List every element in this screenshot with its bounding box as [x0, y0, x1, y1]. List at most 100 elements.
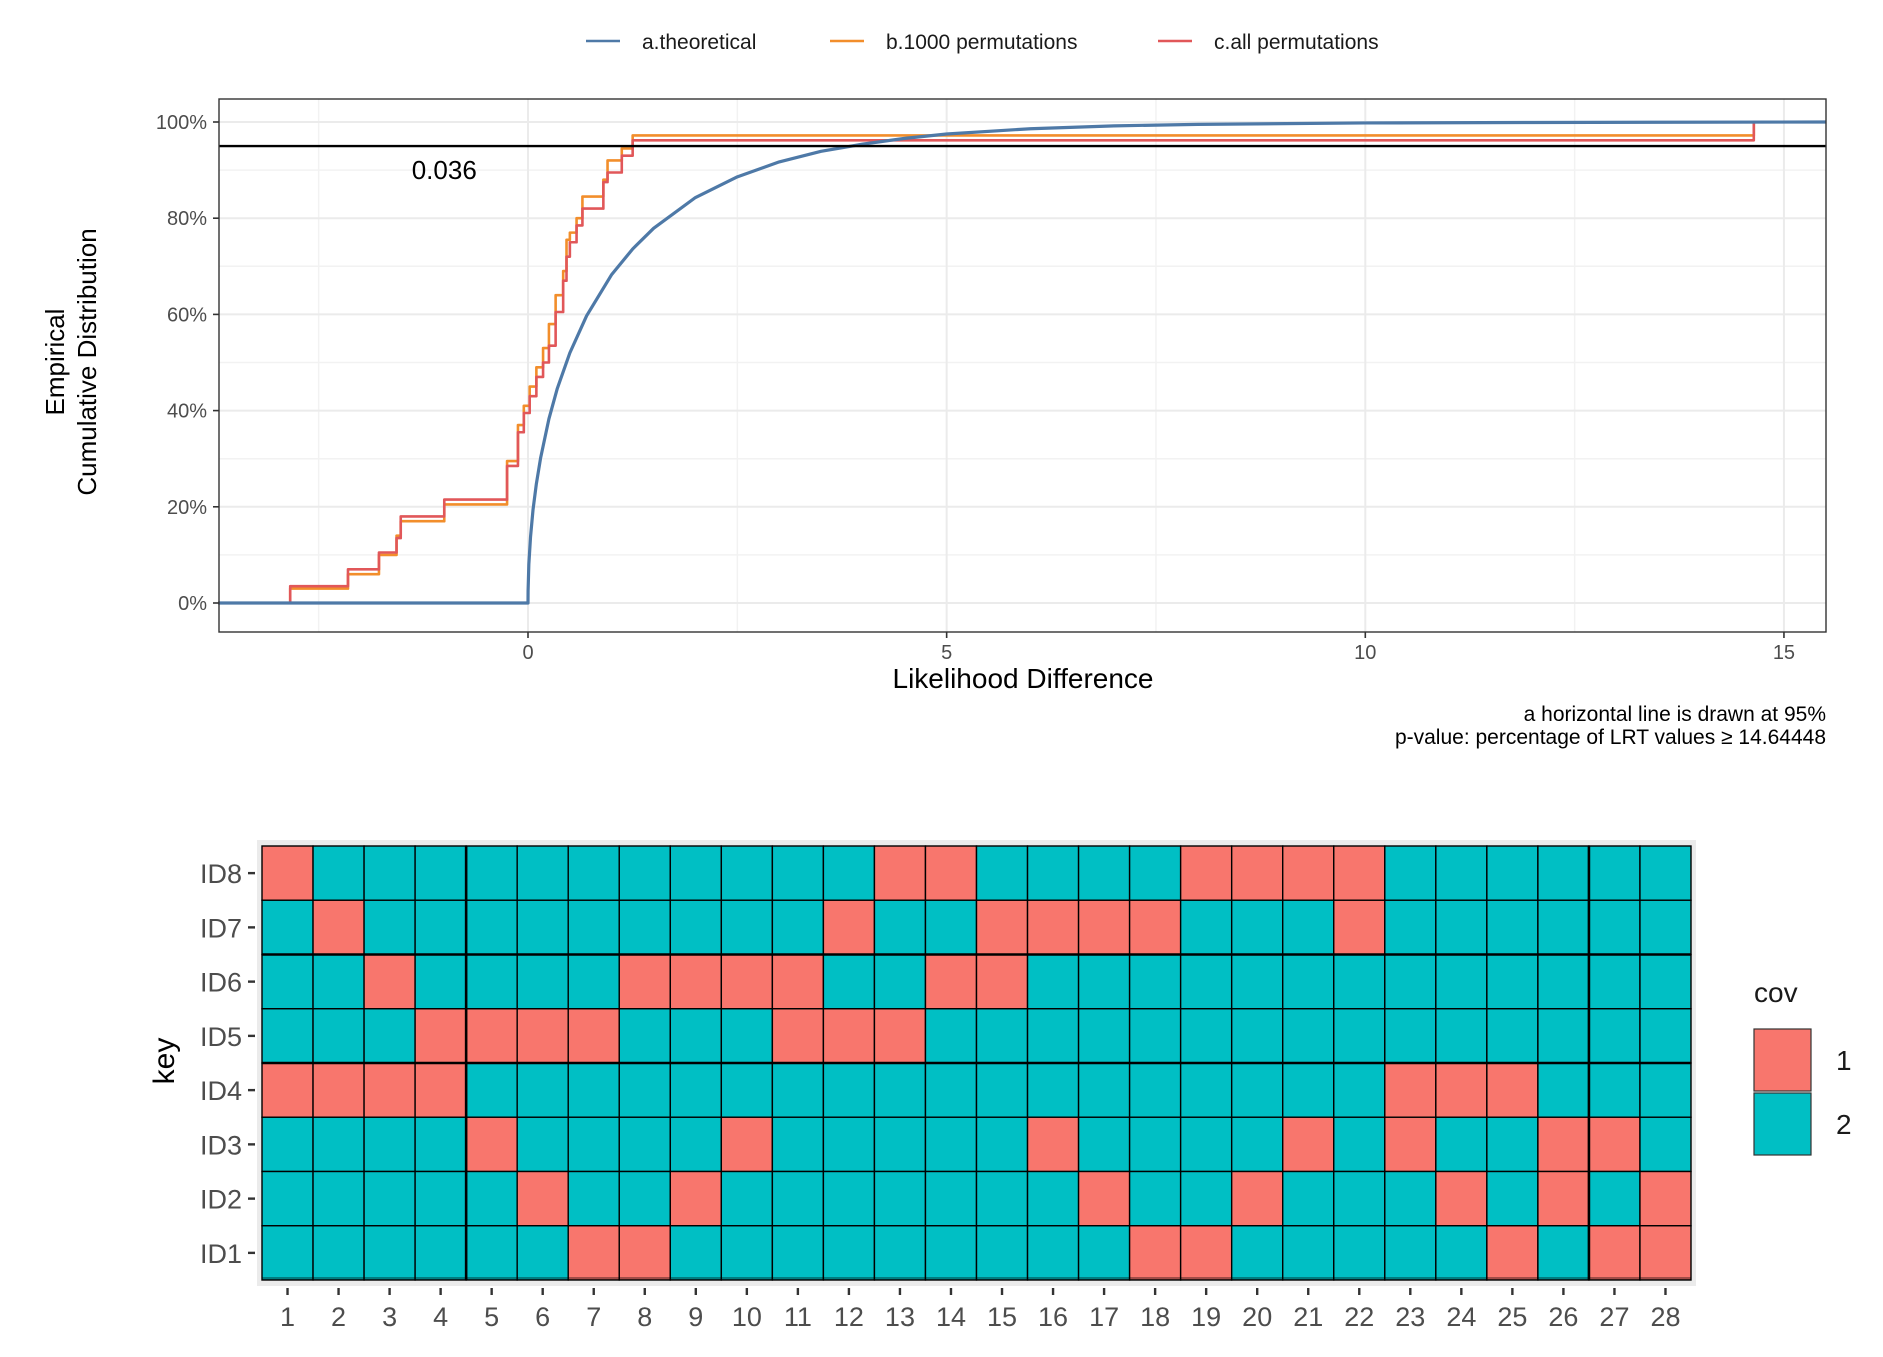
heatmap-cell-ID7-19 — [1179, 899, 1233, 956]
heatmap-cell-ID5-26 — [1537, 1008, 1590, 1064]
heatmap-cell-ID2-19 — [1179, 1170, 1233, 1227]
heatmap-cell-ID8-21 — [1282, 845, 1335, 901]
legend-swatch-2 — [1753, 1092, 1812, 1156]
heatmap-cell-ID6-1 — [261, 953, 314, 1010]
legend-title: cov — [1754, 977, 1798, 1008]
heatmap-cell-ID3-8 — [618, 1116, 671, 1173]
y-tick-label: ID6 — [200, 968, 242, 998]
heatmap-cell-ID7-18 — [1128, 899, 1182, 956]
heatmap-cell-ID5-27 — [1588, 1008, 1641, 1064]
heatmap-cell-ID5-10 — [720, 1008, 774, 1064]
heatmap-cell-ID4-21 — [1282, 1062, 1335, 1118]
x-axis-title: Likelihood Difference — [893, 663, 1154, 694]
ecdf-plot-panel: 0.036 — [218, 98, 1827, 633]
heatmap-cell-ID8-8 — [618, 845, 671, 901]
heatmap-cell-ID8-26 — [1537, 845, 1590, 901]
heatmap-cell-ID1-8 — [618, 1225, 671, 1281]
x-tick-label: 25 — [1497, 1302, 1527, 1332]
heatmap-cell-ID6-19 — [1179, 953, 1233, 1010]
heatmap-y-axis-title: key — [148, 1038, 181, 1085]
x-tick-label: 24 — [1446, 1302, 1476, 1332]
y-tick-label: ID7 — [200, 913, 242, 943]
heatmap-cell-ID1-27 — [1588, 1225, 1641, 1281]
legend-label-1: 1 — [1836, 1045, 1852, 1076]
x-tick-label: 20 — [1242, 1302, 1272, 1332]
heatmap-cell-ID4-11 — [771, 1062, 825, 1118]
heatmap-cell-ID8-20 — [1230, 845, 1284, 901]
heatmap-cell-ID2-9 — [669, 1170, 723, 1227]
heatmap-cell-ID1-4 — [414, 1225, 467, 1281]
heatmap-cell-ID6-11 — [771, 953, 825, 1010]
heatmap-cell-ID3-14 — [924, 1116, 978, 1173]
heatmap-cell-ID1-9 — [669, 1225, 723, 1281]
heatmap-cell-ID7-5 — [465, 899, 518, 956]
legend-label-2: 2 — [1836, 1109, 1852, 1140]
heatmap-cell-ID4-14 — [924, 1062, 978, 1118]
heatmap-cell-ID2-10 — [720, 1170, 774, 1227]
heatmap-cell-ID2-20 — [1230, 1170, 1284, 1227]
heatmap-cell-ID8-9 — [669, 845, 723, 901]
y-tick-label: 60% — [167, 304, 207, 326]
x-tick-label: 16 — [1038, 1302, 1068, 1332]
heatmap-cell-ID6-18 — [1128, 953, 1182, 1010]
heatmap-cell-ID7-20 — [1230, 899, 1284, 956]
heatmap-cell-ID6-10 — [720, 953, 774, 1010]
heatmap-cell-ID5-19 — [1179, 1008, 1233, 1064]
heatmap-cell-ID7-15 — [975, 899, 1029, 956]
y-tick-label: ID8 — [200, 859, 242, 889]
heatmap-cell-ID2-8 — [618, 1170, 671, 1227]
legend-item: c.all permutations — [1158, 31, 1379, 54]
heatmap-cell-ID6-8 — [618, 953, 671, 1010]
y-tick-label: ID4 — [200, 1076, 242, 1106]
caption-line-2: p-value: percentage of LRT values ≥ 14.6… — [1395, 726, 1826, 749]
legend-swatch-1 — [1753, 1028, 1812, 1092]
caption-line-1: a horizontal line is drawn at 95% — [1524, 703, 1826, 726]
heatmap-cell-ID2-3 — [363, 1170, 416, 1227]
heatmap-cell-ID7-6 — [516, 899, 569, 956]
heatmap-cell-ID5-3 — [363, 1008, 416, 1064]
x-tick-label: 0 — [522, 642, 533, 664]
heatmap-cell-ID8-28 — [1639, 845, 1692, 901]
x-tick-label: 6 — [535, 1302, 550, 1332]
heatmap-cell-ID5-4 — [414, 1008, 467, 1064]
heatmap-cell-ID3-25 — [1486, 1116, 1539, 1173]
x-tick-label: 27 — [1599, 1302, 1629, 1332]
heatmap-cell-ID1-20 — [1230, 1225, 1284, 1281]
y-axis-title-line-2: Cumulative Distribution — [72, 228, 102, 495]
heatmap-cell-ID3-26 — [1537, 1116, 1590, 1173]
heatmap-cell-ID3-2 — [312, 1116, 365, 1173]
x-tick-label: 15 — [987, 1302, 1017, 1332]
y-tick-label: 80% — [167, 208, 207, 230]
heatmap-cell-ID3-13 — [873, 1116, 927, 1173]
heatmap-cell-ID1-7 — [567, 1225, 620, 1281]
x-tick-label: 10 — [1354, 642, 1376, 664]
ecdf-chart: a.theoretical b.1000 permutations c.all pe… — [40, 31, 1827, 749]
heatmap-cell-ID5-24 — [1435, 1008, 1488, 1064]
heatmap-cell-ID2-6 — [516, 1170, 569, 1227]
heatmap-cell-ID1-10 — [720, 1225, 774, 1281]
x-tick-label: 1 — [280, 1302, 295, 1332]
heatmap-cell-ID8-7 — [567, 845, 620, 901]
heatmap-cell-ID4-26 — [1537, 1062, 1590, 1118]
heatmap-cell-ID3-9 — [669, 1116, 723, 1173]
heatmap-cell-ID6-17 — [1077, 953, 1131, 1010]
heatmap-cell-ID6-26 — [1537, 953, 1590, 1010]
heatmap-cell-ID6-21 — [1282, 953, 1335, 1010]
heatmap-cell-ID3-10 — [720, 1116, 774, 1173]
heatmap-cell-ID5-12 — [822, 1008, 876, 1064]
heatmap-cell-ID8-12 — [822, 845, 876, 901]
x-tick-label: 21 — [1293, 1302, 1323, 1332]
heatmap-cell-ID3-11 — [771, 1116, 825, 1173]
heatmap-cell-ID7-1 — [261, 899, 314, 956]
heatmap-cell-ID1-19 — [1179, 1225, 1233, 1281]
heatmap-cell-ID2-28 — [1639, 1170, 1692, 1227]
heatmap-cell-ID3-12 — [822, 1116, 876, 1173]
heatmap-cell-ID5-18 — [1128, 1008, 1182, 1064]
heatmap-cell-ID4-24 — [1435, 1062, 1488, 1118]
heatmap-cell-ID3-1 — [261, 1116, 314, 1173]
heatmap-cell-ID7-28 — [1639, 899, 1692, 956]
heatmap-cell-ID2-21 — [1282, 1170, 1335, 1227]
heatmap-cell-ID3-28 — [1639, 1116, 1692, 1173]
x-tick-label: 3 — [382, 1302, 397, 1332]
x-tick-label: 9 — [688, 1302, 703, 1332]
